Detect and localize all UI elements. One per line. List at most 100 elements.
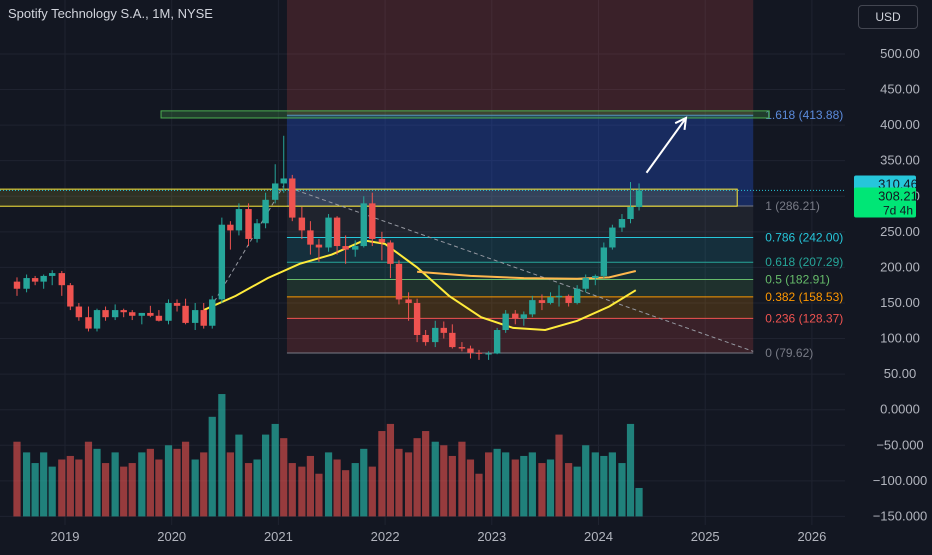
volume-bar — [200, 452, 208, 517]
candle-body — [387, 242, 394, 264]
moving-average-yellow — [203, 239, 637, 332]
fib-zone — [286, 279, 754, 297]
candle-body — [102, 310, 109, 318]
volume-bar — [511, 459, 519, 517]
candle-body — [592, 275, 599, 279]
volume-bar — [208, 416, 216, 517]
candle-body — [200, 310, 207, 326]
candle-body — [502, 313, 509, 331]
volume-bar — [413, 438, 421, 517]
candle-body — [627, 206, 634, 220]
candle-body — [609, 227, 616, 248]
y-axis-label: 250.00 — [880, 224, 920, 239]
x-axis-label: 2023 — [477, 529, 506, 544]
candle-body — [155, 315, 163, 321]
last-price-tag: 308.21 — [878, 189, 918, 204]
last-price-tag-bg — [854, 187, 916, 218]
y-axis-label: 100.00 — [880, 331, 920, 346]
candle-body — [315, 244, 323, 248]
y-axis-label: 200.00 — [880, 259, 920, 274]
y-axis-label: 450.00 — [880, 82, 920, 97]
candle-body — [467, 348, 474, 353]
volume-bar — [244, 463, 253, 517]
fib-zone — [286, 296, 754, 319]
volume-bar — [368, 466, 376, 517]
candle-body — [538, 300, 546, 303]
candle-body — [378, 238, 386, 243]
volume-bar — [422, 431, 430, 517]
volume-bar — [333, 459, 341, 517]
candle-body — [129, 312, 136, 316]
volume-bar — [484, 452, 493, 517]
target-box — [160, 110, 770, 119]
volume-bar — [66, 455, 74, 517]
candle-body — [440, 327, 447, 333]
volume-bar — [306, 455, 315, 517]
volume-bar — [101, 463, 110, 517]
candle-body — [405, 299, 412, 303]
x-axis-label: 2025 — [691, 529, 720, 544]
volume-bar — [120, 466, 128, 517]
candle-body — [369, 203, 376, 239]
candle-body — [182, 305, 189, 323]
candle-body — [173, 302, 181, 306]
moving-average-orange — [417, 270, 637, 280]
x-axis-label: 2024 — [584, 529, 613, 544]
volume-bar — [431, 441, 439, 517]
volume-bar — [261, 434, 270, 517]
candle-body — [209, 299, 216, 326]
candle-body — [432, 327, 439, 343]
candle-body — [565, 295, 572, 303]
volume-bar — [164, 445, 173, 517]
candle-body — [635, 190, 643, 207]
candle-body — [289, 178, 296, 218]
volume-bar — [404, 452, 413, 517]
candle-body — [573, 288, 581, 303]
volume-bar — [378, 431, 386, 517]
y-axis-label: 500.00 — [880, 46, 920, 61]
candle-body — [493, 330, 501, 354]
candle-body — [352, 246, 359, 250]
bar-countdown: 7d 4h — [883, 204, 913, 218]
volume-bar — [493, 448, 501, 517]
fib-zone — [286, 318, 754, 354]
candle-body — [271, 183, 279, 200]
volume-bar — [191, 459, 199, 517]
volume-bar — [386, 423, 395, 517]
volume-bar — [635, 487, 643, 517]
candle-body — [280, 178, 287, 184]
fib-level-label: 0.5 (182.91) — [765, 273, 830, 287]
currency-button[interactable]: USD — [858, 5, 918, 29]
x-axis-label: 2019 — [51, 529, 80, 544]
volume-bar — [181, 441, 190, 517]
symbol-title: Spotify Technology S.A., 1M, NYSE — [8, 6, 213, 21]
volume-bar — [48, 466, 56, 517]
candle-body — [23, 278, 30, 289]
candle-body — [67, 285, 74, 307]
volume-bar — [520, 455, 528, 517]
volume-bar — [448, 455, 456, 517]
volume-bar — [13, 441, 21, 517]
fib-level-label: 0.786 (242.00) — [765, 231, 843, 245]
candle-body — [485, 353, 492, 355]
y-axis-label: −150.000 — [873, 508, 928, 523]
volume-bar — [538, 463, 546, 517]
fib-level-label: 0.618 (207.29) — [765, 255, 843, 269]
volume-bar — [146, 448, 154, 517]
candle-body — [547, 297, 554, 303]
candle-body — [85, 317, 92, 329]
volume-bar — [528, 452, 536, 517]
y-axis-label: 400.00 — [880, 117, 920, 132]
candle-body — [325, 217, 332, 248]
volume-bar — [288, 463, 296, 517]
volume-bar — [111, 452, 119, 517]
dashed-trendline — [288, 187, 754, 352]
volume-bar — [235, 434, 243, 517]
volume-bar — [555, 434, 563, 517]
candle-body — [93, 310, 101, 329]
fib-zone — [286, 237, 754, 263]
volume-bar — [218, 394, 226, 517]
candle-body — [449, 332, 456, 348]
